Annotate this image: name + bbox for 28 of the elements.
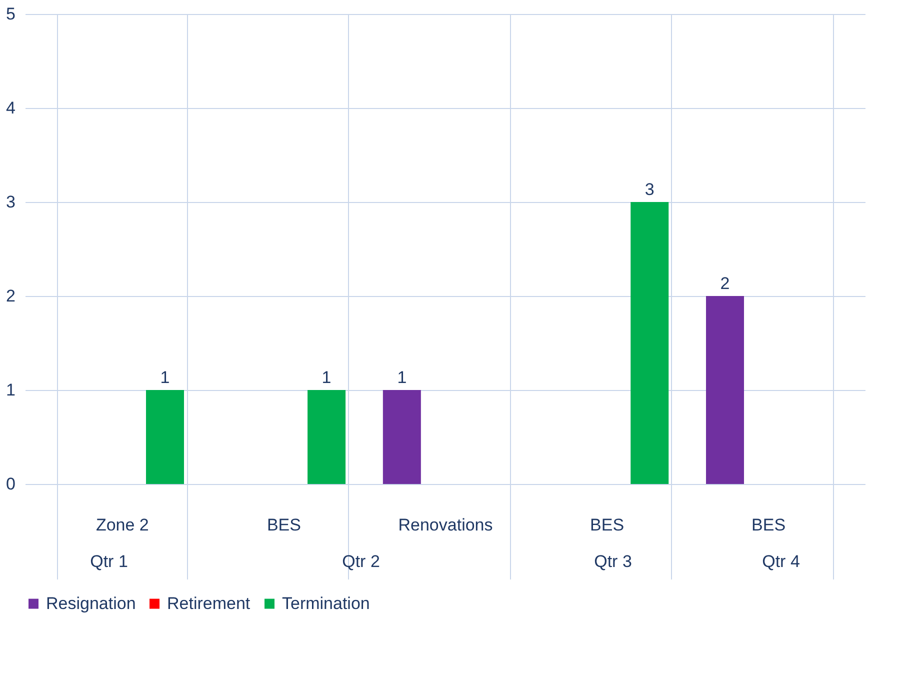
data-label: 1 bbox=[397, 368, 407, 387]
bar bbox=[630, 202, 669, 484]
x-tick-label: Zone 2 bbox=[96, 516, 149, 534]
x-tick-label: Renovations bbox=[398, 516, 493, 534]
data-label: 2 bbox=[720, 274, 730, 293]
y-tick-label: 2 bbox=[6, 286, 16, 306]
y-tick-label: 4 bbox=[6, 98, 16, 118]
data-label: 1 bbox=[160, 368, 170, 387]
legend-label: Resignation bbox=[46, 594, 136, 613]
x-tick-label: BES bbox=[590, 516, 624, 534]
data-label: 3 bbox=[644, 180, 654, 199]
y-tick-label: 3 bbox=[6, 192, 16, 212]
x-tick-label: BES bbox=[752, 516, 786, 534]
legend-label: Retirement bbox=[167, 594, 250, 613]
y-tick-label: 0 bbox=[6, 474, 16, 494]
y-tick-label: 5 bbox=[6, 4, 16, 24]
legend-label: Termination bbox=[282, 594, 370, 613]
data-label: 1 bbox=[322, 368, 332, 387]
text: Qtr 2 bbox=[342, 552, 380, 571]
text: Qtr 4 bbox=[762, 552, 800, 571]
y-tick-label: 1 bbox=[6, 380, 16, 400]
text: Qtr 1 bbox=[90, 552, 128, 571]
bar bbox=[146, 390, 184, 484]
bar bbox=[706, 296, 744, 484]
x-tick-label: BES bbox=[266, 516, 301, 534]
bar bbox=[308, 390, 346, 484]
text: Qtr 3 bbox=[594, 552, 632, 571]
bar bbox=[382, 390, 421, 484]
